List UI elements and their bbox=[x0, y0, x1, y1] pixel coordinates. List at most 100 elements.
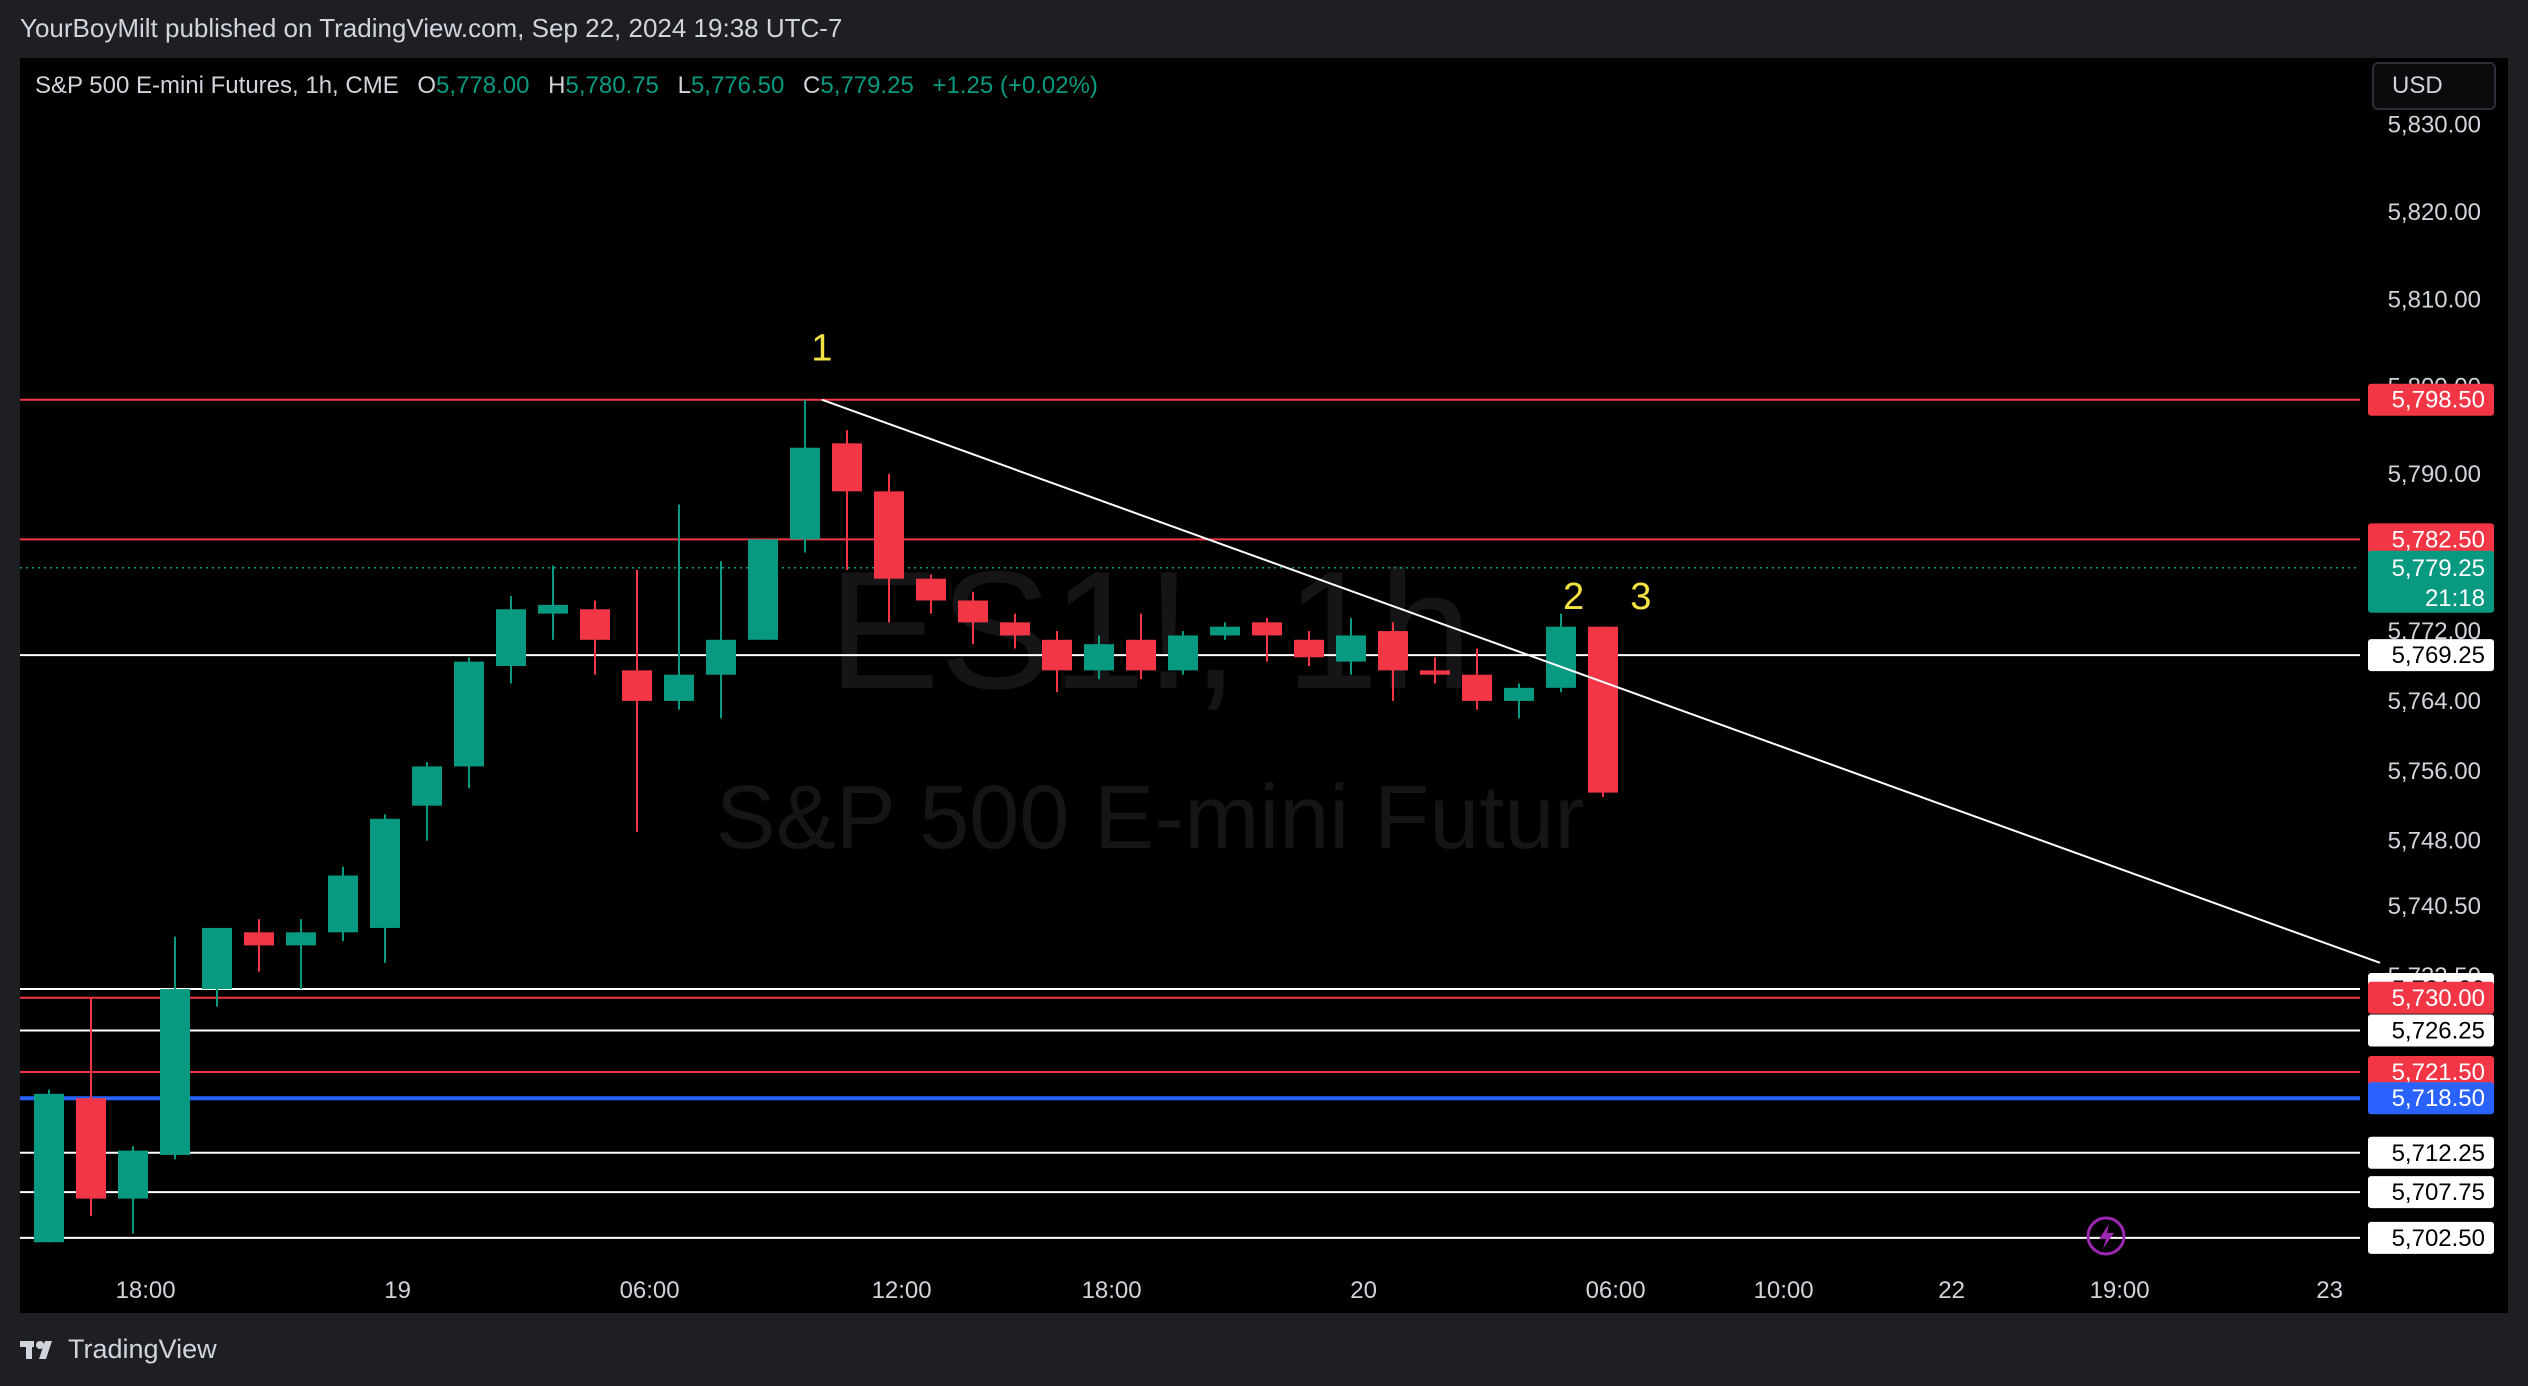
candle-body bbox=[580, 609, 610, 640]
level-price-label: 5,769.25 bbox=[2368, 639, 2494, 672]
close-label: C bbox=[803, 72, 821, 99]
level-price-label: 5,702.50 bbox=[2368, 1221, 2494, 1254]
open-value: 5,778.00 bbox=[436, 72, 530, 99]
level-price-label-text: 5,707.75 bbox=[2392, 1179, 2485, 1206]
level-price-label-text: 5,769.25 bbox=[2392, 642, 2485, 669]
lightning-event-icon[interactable] bbox=[2086, 1216, 2126, 1256]
level-price-label-text: 5,712.25 bbox=[2392, 1140, 2485, 1167]
level-price-label-box bbox=[2368, 1082, 2494, 1115]
change-value: +1.25 (+0.02%) bbox=[932, 72, 1098, 99]
time-axis-tick-label: 22 bbox=[1938, 1277, 1965, 1304]
level-price-label-box bbox=[2368, 981, 2494, 1014]
candle-body bbox=[622, 670, 652, 701]
level-price-label: 5,712.25 bbox=[2368, 1136, 2494, 1169]
time-axis-tick-label: 06:00 bbox=[1586, 1277, 1646, 1304]
symbol-legend: S&P 500 E-mini Futures, 1h, CME O5,778.0… bbox=[35, 72, 1098, 100]
time-axis-tick-label: 19:00 bbox=[2090, 1277, 2150, 1304]
level-price-label: 5,798.50 bbox=[2368, 383, 2494, 416]
time-axis-tick-label: 18:00 bbox=[1082, 1277, 1142, 1304]
time-axis-tick-label: 23 bbox=[2316, 1277, 2343, 1304]
candle-body bbox=[1378, 631, 1408, 671]
candle-body bbox=[1000, 622, 1030, 636]
candle-body bbox=[874, 491, 904, 579]
watermark-symbol: ES1!, 1h bbox=[828, 536, 1472, 724]
time-axis-tick-label: 12:00 bbox=[872, 1277, 932, 1304]
level-price-label: 5,730.00 bbox=[2368, 981, 2494, 1014]
candle-body bbox=[1252, 622, 1282, 636]
price-axis-tick-label: 5,790.00 bbox=[2388, 461, 2481, 488]
candle-body bbox=[1042, 639, 1072, 671]
tradingview-logo-icon bbox=[20, 1340, 52, 1359]
trendline bbox=[821, 398, 2381, 964]
chart-panel[interactable]: ES1!, 1h S&P 500 E-mini Futur 1 2 3 18:00 19 06… bbox=[20, 58, 2508, 1313]
high-label: H bbox=[548, 72, 566, 99]
brand-name: TradingView bbox=[68, 1334, 217, 1364]
candle-body bbox=[244, 932, 274, 946]
level-price-label-text: 5,730.00 bbox=[2392, 985, 2485, 1012]
candle-body bbox=[1420, 670, 1450, 675]
watermark-description: S&P 500 E-mini Futur bbox=[716, 768, 1585, 868]
candle-body bbox=[1588, 626, 1618, 793]
low-label: L bbox=[677, 72, 691, 99]
candle-body bbox=[916, 578, 946, 601]
level-price-label: 5,721.50 bbox=[2368, 1056, 2494, 1089]
time-axis-tick-label: 20 bbox=[1350, 1277, 1377, 1304]
level-price-label-box bbox=[2368, 1176, 2494, 1209]
candle-body bbox=[1546, 626, 1576, 688]
candle-body bbox=[202, 927, 232, 990]
price-axis-tick-label: 5,764.00 bbox=[2388, 688, 2481, 715]
candle-body bbox=[412, 766, 442, 806]
candle-body bbox=[664, 674, 694, 701]
candle-body bbox=[1462, 674, 1492, 701]
level-price-label-box bbox=[2368, 1221, 2494, 1254]
level-price-label-text: 5,798.50 bbox=[2392, 387, 2485, 414]
last-price-label: 5,779.25 21:18 bbox=[2368, 550, 2494, 613]
level-price-label-box bbox=[2368, 1136, 2494, 1169]
time-axis-tick-label: 10:00 bbox=[1754, 1277, 1814, 1304]
lightning-icon-bolt bbox=[2099, 1224, 2114, 1249]
level-price-label: 5,782.50 bbox=[2368, 523, 2494, 556]
candle-body bbox=[706, 639, 736, 675]
candle-body bbox=[1126, 639, 1156, 671]
candle-body bbox=[370, 818, 400, 928]
candle-body bbox=[1336, 635, 1366, 662]
tradingview-brand[interactable]: TradingView bbox=[20, 1334, 217, 1365]
candle-body bbox=[958, 600, 988, 623]
high-value: 5,780.75 bbox=[565, 72, 659, 99]
currency-selector[interactable]: USD bbox=[2372, 62, 2496, 110]
time-axis-tick-label: 18:00 bbox=[116, 1277, 176, 1304]
candle-body bbox=[832, 443, 862, 492]
candle-body bbox=[538, 604, 568, 614]
level-price-label: 5,726.25 bbox=[2368, 1014, 2494, 1047]
level-price-label-text: 5,721.50 bbox=[2392, 1059, 2485, 1086]
candle-body bbox=[1168, 635, 1198, 671]
level-price-label-text: 5,702.50 bbox=[2392, 1225, 2485, 1252]
level-price-label: 5,718.50 bbox=[2368, 1082, 2494, 1115]
publisher-credit: YourBoyMilt published on TradingView.com… bbox=[20, 13, 843, 43]
candle-body bbox=[34, 1093, 64, 1243]
candle-body bbox=[790, 447, 820, 540]
lightning-icon-ring bbox=[2086, 1216, 2126, 1256]
level-price-label-text: 5,718.50 bbox=[2392, 1085, 2485, 1112]
candle-body bbox=[1294, 639, 1324, 658]
level-price-label: 5,707.75 bbox=[2368, 1176, 2494, 1209]
price-axis-tick-label: 5,820.00 bbox=[2388, 199, 2481, 226]
wave-annotation-label: 3 bbox=[1630, 576, 1651, 618]
open-label: O bbox=[417, 72, 437, 99]
time-axis-tick-label: 19 bbox=[384, 1277, 411, 1304]
candle-body bbox=[328, 875, 358, 933]
time-axis-tick-label: 06:00 bbox=[620, 1277, 680, 1304]
candle-body bbox=[76, 1098, 106, 1199]
wave-annotation-label: 1 bbox=[811, 327, 832, 369]
level-price-label-box bbox=[2368, 639, 2494, 672]
candle-body bbox=[286, 932, 316, 946]
level-price-label-box bbox=[2368, 383, 2494, 416]
price-axis-tick-label: 5,830.00 bbox=[2388, 112, 2481, 139]
candle-body bbox=[1210, 626, 1240, 636]
price-axis-tick-label: 5,810.00 bbox=[2388, 286, 2481, 313]
wave-annotation-label: 2 bbox=[1563, 576, 1584, 618]
price-axis-tick-label: 5,740.50 bbox=[2388, 893, 2481, 920]
candle-body bbox=[496, 609, 526, 666]
low-value: 5,776.50 bbox=[690, 72, 785, 99]
